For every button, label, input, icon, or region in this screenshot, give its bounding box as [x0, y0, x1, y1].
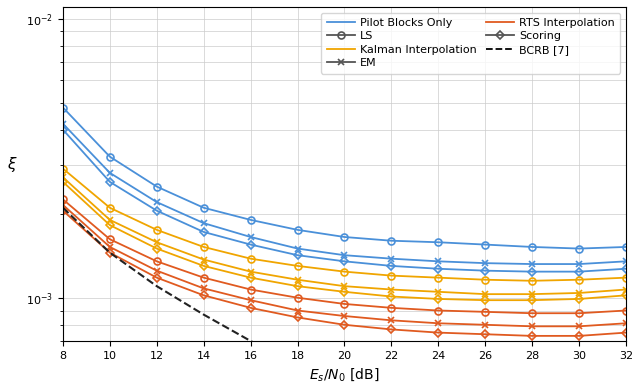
X-axis label: $E_s/N_0$ [dB]: $E_s/N_0$ [dB]	[309, 366, 380, 383]
Y-axis label: $\xi$: $\xi$	[7, 155, 18, 174]
Legend: Pilot Blocks Only, LS, Kalman Interpolation, EM, RTS Interpolation, Scoring, BCR: Pilot Blocks Only, LS, Kalman Interpolat…	[321, 12, 620, 74]
